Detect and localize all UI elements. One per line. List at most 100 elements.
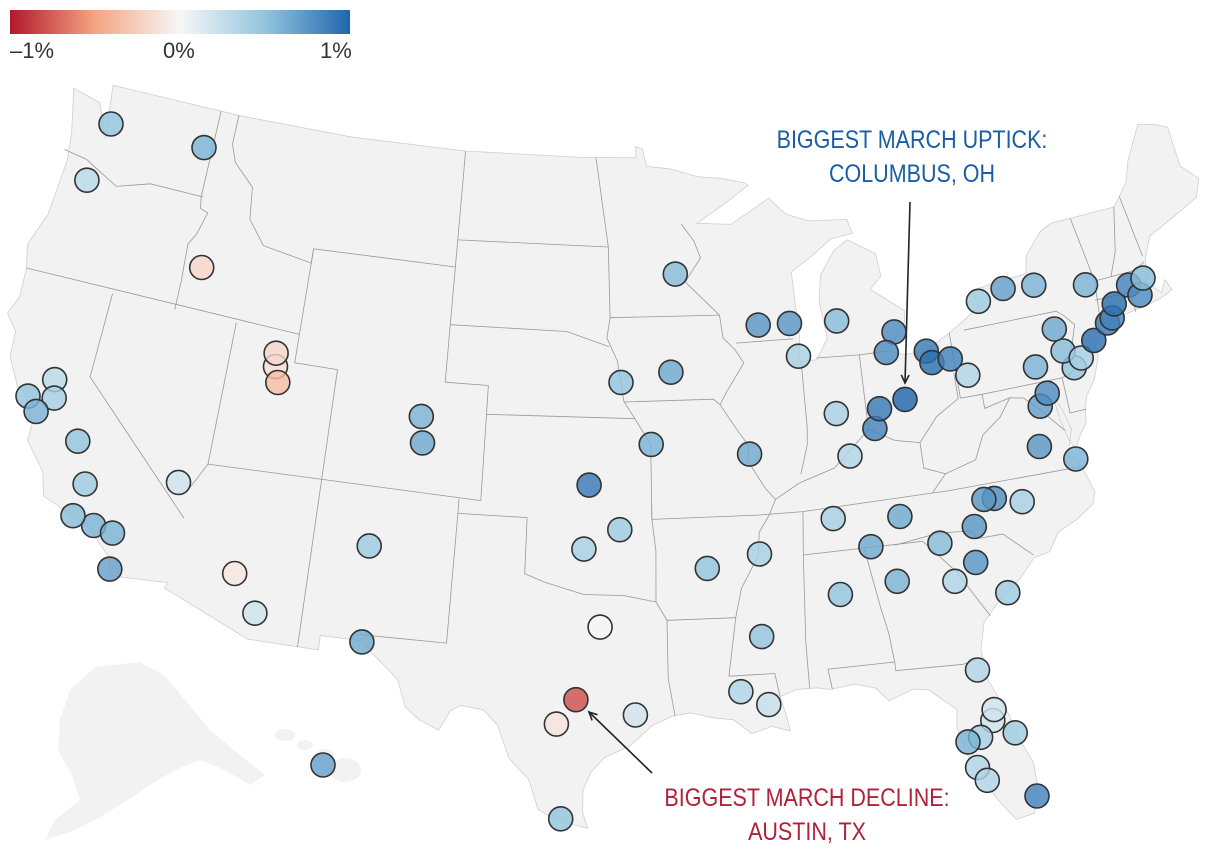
metro-dot-miami[interactable]: Miami xyxy=(1024,783,1050,809)
metro-dot-stockton[interactable]: Stockton xyxy=(41,385,68,411)
metro-dot-madison[interactable]: Madison xyxy=(745,312,772,338)
metro-dot-columbia[interactable]: Columbia xyxy=(962,549,989,576)
metro-dot-boston[interactable]: Boston xyxy=(1130,265,1156,291)
metro-dot-las-vegas[interactable]: Las Vegas xyxy=(165,469,192,496)
metro-dot-tampa[interactable]: Tampa xyxy=(955,729,981,755)
metro-dot-colorado-springs[interactable]: Colorado Springs xyxy=(409,430,436,456)
metro-dot-raleigh[interactable]: Raleigh xyxy=(1009,488,1036,515)
metro-dot-provo[interactable]: Provo xyxy=(264,369,291,396)
state-border xyxy=(1118,196,1143,257)
metro-dot-columbus[interactable]: Columbus xyxy=(892,386,918,413)
state-border xyxy=(444,150,466,383)
metro-dot-youngstown[interactable]: Youngstown xyxy=(937,346,964,372)
metro-dot-palm-bay[interactable]: Palm Bay xyxy=(1002,719,1029,746)
metro-dot-little-rock[interactable]: Little Rock xyxy=(694,555,721,582)
metro-dot-denver[interactable]: Denver xyxy=(408,403,435,430)
metro-dot-cape-coral[interactable]: Cape Coral xyxy=(974,767,1001,794)
state-border xyxy=(624,398,721,406)
metro-dot-albany[interactable]: Albany xyxy=(1072,271,1099,298)
metro-dot-ogden[interactable]: Ogden xyxy=(263,340,289,367)
metro-dot-nashville[interactable]: Nashville xyxy=(820,505,847,532)
metro-dot-syracuse[interactable]: Syracuse xyxy=(1021,272,1047,299)
metro-dot-greenville[interactable]: Greenville xyxy=(927,530,953,557)
metro-dot-tucson[interactable]: Tucson xyxy=(242,600,268,627)
hawaii-island xyxy=(329,758,361,782)
metro-dot-charlotte[interactable]: Charlotte xyxy=(961,513,988,540)
state-border xyxy=(457,498,657,603)
metro-dot-des-moines[interactable]: Des Moines xyxy=(658,359,684,386)
metro-dot-st-louis[interactable]: St. Louis xyxy=(736,441,763,467)
metro-dot-harrisburg[interactable]: Harrisburg xyxy=(1022,354,1049,380)
metro-dot-grand-rapids[interactable]: Grand Rapids xyxy=(823,308,850,334)
metro-dot-oxnard[interactable]: Oxnard xyxy=(60,502,86,529)
legend-min-label: –1% xyxy=(10,38,55,63)
metro-dot-birmingham[interactable]: Birmingham xyxy=(827,581,854,608)
metro-dot-baltimore[interactable]: Baltimore xyxy=(1034,380,1060,407)
decline-annotation: BIGGEST MARCH DECLINE: AUSTIN, TX xyxy=(635,781,979,849)
metro-dot-anchorage[interactable]: Anchorage xyxy=(310,752,336,778)
metro-dot-winston-salem[interactable]: Winston-Salem xyxy=(971,486,997,513)
state-border xyxy=(1110,206,1116,277)
metro-dot-san-jose[interactable]: San Jose xyxy=(23,398,49,425)
metro-dot-phoenix[interactable]: Phoenix xyxy=(221,560,248,587)
metro-dot-trenton[interactable]: Trenton xyxy=(1068,345,1094,371)
metro-dot-oklahoma-city[interactable]: Oklahoma City xyxy=(571,536,597,562)
legend-max-label: 1% xyxy=(320,38,352,63)
metro-dot-dayton[interactable]: Dayton xyxy=(866,395,893,422)
metro-dot-boise[interactable]: Boise xyxy=(188,254,215,281)
metro-dot-houston[interactable]: Houston xyxy=(622,702,649,728)
metro-dot-indianapolis[interactable]: Indianapolis xyxy=(823,400,850,427)
metro-dot-kansas-city[interactable]: Kansas City xyxy=(638,431,665,458)
metro-dot-baton-rouge[interactable]: Baton Rouge xyxy=(728,678,754,705)
metro-dot-deltona[interactable]: Deltona xyxy=(981,696,1007,723)
metro-dot-fresno[interactable]: Fresno xyxy=(65,428,91,455)
metro-dot-dallas[interactable]: Dallas xyxy=(587,614,613,640)
metro-dot-pittsburgh[interactable]: Pittsburgh xyxy=(954,362,981,389)
metro-dot-el-paso[interactable]: El Paso xyxy=(349,629,375,655)
state-border xyxy=(651,466,1081,520)
metro-dot-portland[interactable]: Portland xyxy=(74,167,100,193)
metro-dot-jacksonville[interactable]: Jacksonville xyxy=(964,657,991,683)
metro-dot-chattanooga[interactable]: Chattanooga xyxy=(858,533,884,560)
metro-dot-milwaukee[interactable]: Milwaukee xyxy=(776,310,803,337)
metro-dot-scranton[interactable]: Scranton xyxy=(1041,316,1068,342)
metro-dot-toledo[interactable]: Toledo xyxy=(873,339,900,366)
state-border xyxy=(858,354,869,430)
metro-dot-memphis[interactable]: Memphis xyxy=(746,541,773,567)
metro-dot-wichita[interactable]: Wichita xyxy=(576,472,602,498)
state-border xyxy=(480,385,489,501)
metro-dot-omaha[interactable]: Omaha xyxy=(608,369,634,396)
metro-dot-new-orleans[interactable]: New Orleans xyxy=(755,691,782,718)
state-border xyxy=(89,293,185,519)
metro-dot-augusta[interactable]: Augusta xyxy=(942,568,968,595)
metro-dot-rochester[interactable]: Rochester xyxy=(990,275,1016,302)
metro-dot-riverside[interactable]: Riverside xyxy=(99,520,126,546)
metro-dot-jackson[interactable]: Jackson xyxy=(748,623,775,650)
metro-dot-san-diego[interactable]: San Diego xyxy=(97,556,123,582)
metro-dot-new-york[interactable]: New York xyxy=(1081,327,1107,354)
metro-dot-chicago[interactable]: Chicago xyxy=(785,343,812,370)
uptick-annotation: BIGGEST MARCH UPTICK: COLUMBUS, OH xyxy=(740,123,1084,191)
metro-dot-tulsa[interactable]: Tulsa xyxy=(606,516,633,543)
metro-dot-virginia-beach[interactable]: Virginia Beach xyxy=(1063,446,1089,472)
metro-dot-hartford[interactable]: Hartford xyxy=(1101,291,1127,317)
metro-dot-albuquerque[interactable]: Albuquerque xyxy=(356,533,383,559)
metro-dot-knoxville[interactable]: Knoxville xyxy=(887,503,913,530)
metro-dot-louisville[interactable]: Louisville xyxy=(837,443,863,469)
metro-dot-mcallen[interactable]: McAllen xyxy=(547,805,574,832)
state-border xyxy=(294,248,338,370)
metro-dot-bakersfield[interactable]: Bakersfield xyxy=(72,471,98,497)
metro-dot-minneapolis[interactable]: Minneapolis xyxy=(662,261,689,287)
metro-dot-san-antonio[interactable]: San Antonio xyxy=(543,711,570,737)
metro-dot-spokane[interactable]: Spokane xyxy=(191,134,217,161)
metro-dot-atlanta[interactable]: Atlanta xyxy=(884,568,911,595)
state-border xyxy=(1061,377,1087,414)
metro-dot-austin[interactable]: Austin xyxy=(563,686,589,713)
metro-dot-seattle[interactable]: Seattle xyxy=(98,111,124,137)
uptick-annotation-line1: BIGGEST MARCH UPTICK: xyxy=(776,126,1048,154)
metro-dot-richmond[interactable]: Richmond xyxy=(1026,433,1053,460)
metro-dot-buffalo[interactable]: Buffalo xyxy=(965,288,992,315)
metro-dot-charleston[interactable]: Charleston xyxy=(994,579,1021,606)
